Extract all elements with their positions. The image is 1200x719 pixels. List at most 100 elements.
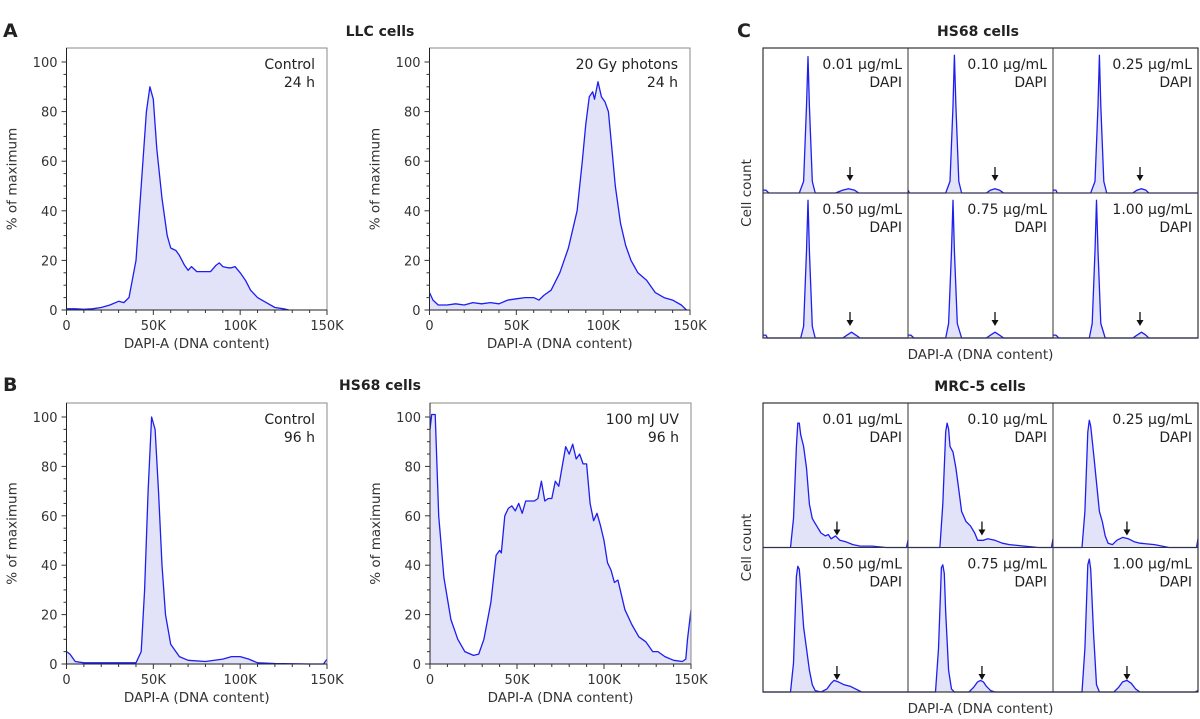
dapi-concentration-label: 1.00 µg/mL bbox=[1112, 202, 1192, 218]
arrow-down-icon bbox=[846, 320, 854, 326]
dapi-concentration-label: DAPI bbox=[1014, 220, 1047, 236]
histogram-C-MRC5-3-fill bbox=[763, 566, 908, 692]
y-tick-label: 0 bbox=[412, 304, 420, 319]
histogram-C-MRC5-2-fill bbox=[1053, 420, 1198, 548]
y-tick-label: 0 bbox=[413, 658, 421, 673]
histogram-C-MRC5-1-fill bbox=[908, 423, 1053, 548]
x-tick-label: 100K bbox=[223, 673, 257, 688]
dapi-concentration-label: DAPI bbox=[1159, 75, 1192, 91]
y-tick-label: 0 bbox=[49, 658, 57, 673]
dapi-concentration-label: DAPI bbox=[1159, 575, 1192, 591]
dapi-concentration-label: 0.01 µg/mL bbox=[822, 57, 902, 73]
histogram-C-MRC5-1-line bbox=[908, 422, 1054, 549]
panel-label-c: C bbox=[737, 20, 751, 42]
x-tick-label: 0 bbox=[62, 673, 70, 688]
y-tick-label: 40 bbox=[404, 559, 421, 574]
dapi-concentration-label: 0.25 µg/mL bbox=[1112, 57, 1192, 73]
y-tick-label: 20 bbox=[41, 254, 58, 269]
histogram-B-left-fill bbox=[66, 417, 327, 664]
y-tick-label: 100 bbox=[396, 56, 421, 71]
histogram-A-left-fill bbox=[66, 86, 289, 310]
dapi-concentration-label: DAPI bbox=[1014, 430, 1047, 446]
condition-label: Control bbox=[264, 57, 315, 73]
histogram-A-left-line bbox=[66, 86, 289, 311]
y-tick-label: 100 bbox=[33, 56, 58, 71]
x-tick-label: 50K bbox=[504, 673, 530, 688]
histogram-C-MRC5-4-fill bbox=[908, 564, 1053, 692]
title-hs68-cells-b: HS68 cells bbox=[339, 378, 421, 394]
panel-label-b: B bbox=[3, 374, 17, 396]
dapi-concentration-label: 0.75 µg/mL bbox=[967, 557, 1047, 573]
y-axis-label: % of maximum bbox=[5, 128, 21, 230]
y-tick-label: 80 bbox=[41, 106, 58, 121]
dapi-concentration-label: DAPI bbox=[869, 220, 902, 236]
x-tick-label: 50K bbox=[141, 319, 167, 334]
x-tick-label: 50K bbox=[141, 673, 167, 688]
histogram-B-left-line bbox=[66, 416, 328, 665]
dapi-concentration-label: DAPI bbox=[1014, 575, 1047, 591]
y-tick-label: 100 bbox=[33, 411, 58, 426]
y-axis-label: Cell count bbox=[739, 159, 755, 227]
x-tick-label: 150K bbox=[674, 673, 708, 688]
histogram-B-right-line bbox=[429, 413, 692, 663]
y-tick-label: 80 bbox=[404, 460, 421, 475]
dapi-concentration-label: DAPI bbox=[869, 430, 902, 446]
arrow-down-icon bbox=[833, 674, 841, 680]
dapi-concentration-label: DAPI bbox=[869, 575, 902, 591]
arrow-down-icon bbox=[978, 529, 986, 536]
histogram-A-right-line bbox=[428, 81, 687, 311]
x-tick-label: 100K bbox=[587, 673, 621, 688]
y-tick-label: 60 bbox=[404, 510, 421, 525]
condition-label: 96 h bbox=[648, 430, 679, 446]
arrow-down-icon bbox=[978, 674, 986, 680]
y-axis-label: % of maximum bbox=[368, 482, 384, 584]
y-tick-label: 60 bbox=[41, 510, 58, 525]
condition-label: 96 h bbox=[284, 430, 315, 446]
panel-label-a: A bbox=[3, 20, 18, 42]
arrow-down-icon bbox=[846, 175, 854, 181]
y-tick-label: 60 bbox=[404, 155, 421, 170]
x-axis-label: DAPI-A (DNA content) bbox=[124, 690, 270, 706]
y-tick-label: 20 bbox=[404, 254, 421, 269]
histogram-C-MRC5-3-line bbox=[763, 565, 908, 693]
condition-label: 100 mJ UV bbox=[606, 412, 680, 428]
x-tick-label: 0 bbox=[62, 319, 70, 334]
arrow-down-icon bbox=[1123, 674, 1131, 680]
x-tick-label: 150K bbox=[310, 319, 344, 334]
histogram-C-MRC5-5-fill bbox=[1053, 559, 1198, 692]
condition-label: 24 h bbox=[647, 75, 678, 91]
x-tick-label: 0 bbox=[426, 673, 434, 688]
dapi-concentration-label: 0.50 µg/mL bbox=[822, 557, 902, 573]
condition-label: 20 Gy photons bbox=[576, 57, 678, 73]
y-tick-label: 80 bbox=[404, 106, 421, 121]
dapi-concentration-label: 0.01 µg/mL bbox=[822, 412, 902, 428]
dapi-concentration-label: 0.10 µg/mL bbox=[967, 57, 1047, 73]
dapi-concentration-label: DAPI bbox=[1014, 75, 1047, 91]
dapi-concentration-label: DAPI bbox=[869, 75, 902, 91]
histogram-A-right-fill bbox=[429, 81, 687, 310]
histogram-C-HS68-1-line bbox=[907, 54, 1053, 194]
arrow-down-icon bbox=[991, 175, 999, 181]
dapi-concentration-label: 0.50 µg/mL bbox=[822, 202, 902, 218]
y-tick-label: 0 bbox=[49, 304, 57, 319]
x-axis-label: DAPI-A (DNA content) bbox=[908, 347, 1054, 363]
dapi-concentration-label: 1.00 µg/mL bbox=[1112, 557, 1192, 573]
y-tick-label: 60 bbox=[41, 155, 58, 170]
y-axis-label: % of maximum bbox=[368, 128, 384, 230]
y-tick-label: 40 bbox=[404, 205, 421, 220]
y-axis-label: Cell count bbox=[739, 514, 755, 582]
arrow-down-icon bbox=[991, 320, 999, 326]
y-tick-label: 40 bbox=[41, 559, 58, 574]
arrow-down-icon bbox=[1136, 175, 1144, 181]
x-tick-label: 150K bbox=[673, 319, 707, 334]
x-axis-label: DAPI-A (DNA content) bbox=[124, 336, 270, 352]
histogram-C-MRC5-0-line bbox=[763, 422, 909, 549]
dapi-concentration-label: 0.25 µg/mL bbox=[1112, 412, 1192, 428]
arrow-down-icon bbox=[1136, 320, 1144, 326]
y-tick-label: 20 bbox=[404, 609, 421, 624]
title-mrc5-cells: MRC-5 cells bbox=[934, 379, 1025, 395]
dapi-concentration-label: 0.10 µg/mL bbox=[967, 412, 1047, 428]
x-tick-label: 100K bbox=[223, 319, 257, 334]
arrow-down-icon bbox=[833, 529, 841, 536]
